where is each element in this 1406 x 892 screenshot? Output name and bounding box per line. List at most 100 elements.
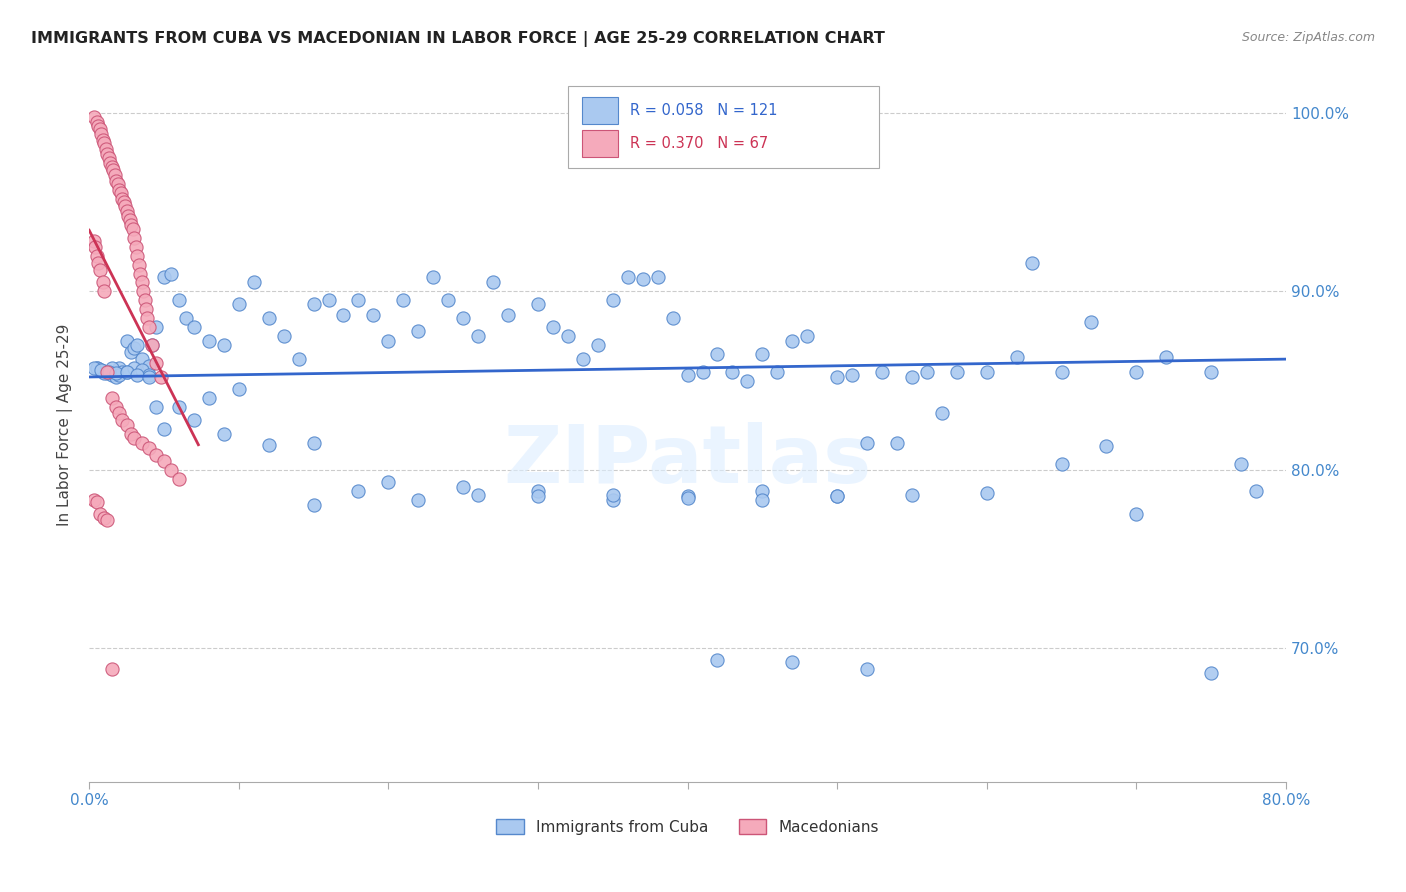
Point: [780, 334, 803, 349]
Point: [128, 258, 150, 272]
Point: [131, 436, 153, 450]
Point: [96, 365, 118, 379]
Point: [125, 249, 148, 263]
Point: [856, 436, 879, 450]
Point: [132, 285, 155, 299]
Point: [100, 392, 122, 406]
Point: [141, 338, 163, 352]
Point: [931, 406, 953, 420]
Point: [101, 163, 124, 178]
Point: [572, 352, 595, 367]
Point: [121, 222, 143, 236]
Point: [93, 285, 115, 299]
Point: [302, 436, 325, 450]
Point: [825, 370, 848, 384]
Point: [751, 484, 773, 499]
Point: [527, 484, 550, 499]
Point: [1125, 507, 1147, 521]
Point: [145, 401, 167, 415]
Point: [83, 110, 105, 124]
Point: [110, 186, 132, 201]
Point: [527, 297, 550, 311]
Point: [86, 361, 108, 376]
Point: [183, 413, 205, 427]
Point: [901, 370, 924, 384]
Point: [616, 270, 638, 285]
Point: [721, 365, 744, 379]
Point: [138, 368, 160, 383]
Point: [93, 367, 115, 381]
Text: R = 0.058   N = 121: R = 0.058 N = 121: [630, 103, 778, 118]
Point: [93, 510, 115, 524]
Point: [89, 122, 111, 136]
Point: [406, 324, 429, 338]
Point: [1021, 256, 1043, 270]
Point: [332, 308, 354, 322]
Point: [135, 365, 157, 379]
Point: [586, 338, 609, 352]
Legend: Immigrants from Cuba, Macedonians: Immigrants from Cuba, Macedonians: [496, 819, 879, 835]
Point: [122, 431, 145, 445]
Point: [751, 347, 773, 361]
Point: [1156, 351, 1178, 365]
Point: [86, 495, 108, 509]
Point: [134, 293, 156, 308]
FancyBboxPatch shape: [568, 87, 879, 169]
Point: [527, 490, 550, 504]
Point: [167, 401, 190, 415]
Point: [105, 367, 128, 381]
Point: [160, 463, 183, 477]
Point: [1080, 315, 1102, 329]
Point: [661, 311, 683, 326]
Point: [93, 365, 115, 379]
Point: [392, 293, 415, 308]
Point: [541, 320, 564, 334]
Point: [901, 488, 924, 502]
Point: [198, 334, 221, 349]
Point: [97, 365, 120, 379]
Point: [84, 240, 107, 254]
Point: [122, 231, 145, 245]
Point: [780, 655, 803, 669]
Point: [86, 361, 108, 376]
Point: [467, 488, 489, 502]
Point: [153, 270, 176, 285]
Point: [145, 449, 167, 463]
Point: [108, 406, 131, 420]
Point: [125, 368, 148, 383]
Point: [105, 401, 128, 415]
Point: [153, 454, 176, 468]
Point: [131, 276, 153, 290]
Point: [242, 276, 264, 290]
Point: [160, 267, 183, 281]
Point: [89, 507, 111, 521]
Point: [90, 363, 112, 377]
Point: [1050, 458, 1073, 472]
Point: [692, 365, 714, 379]
Point: [676, 490, 699, 504]
Point: [602, 488, 624, 502]
Point: [125, 338, 148, 352]
Point: [825, 490, 848, 504]
Point: [302, 498, 325, 512]
Point: [90, 363, 112, 377]
Point: [120, 345, 142, 359]
Text: R = 0.370   N = 67: R = 0.370 N = 67: [630, 136, 768, 151]
Point: [117, 210, 139, 224]
Point: [676, 368, 699, 383]
Point: [347, 484, 370, 499]
Y-axis label: In Labor Force | Age 25-29: In Labor Force | Age 25-29: [58, 324, 73, 526]
Point: [136, 311, 159, 326]
Point: [302, 297, 325, 311]
Point: [105, 370, 128, 384]
Point: [451, 311, 474, 326]
Point: [1095, 440, 1118, 454]
Point: [1244, 484, 1267, 499]
Point: [602, 293, 624, 308]
Point: [176, 311, 198, 326]
Point: [100, 368, 122, 383]
Point: [114, 199, 136, 213]
Point: [83, 361, 105, 376]
Point: [145, 356, 167, 370]
Point: [90, 128, 112, 142]
